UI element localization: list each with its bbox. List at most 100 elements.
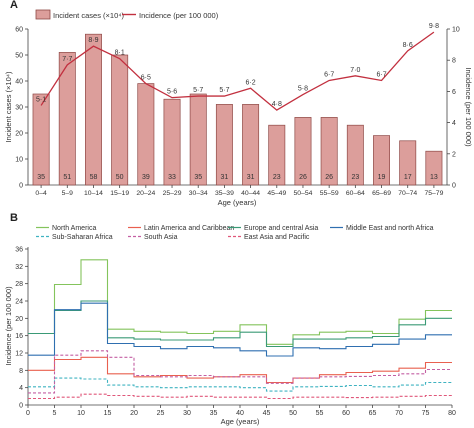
- bar-25–29: [163, 98, 181, 186]
- incidence-value-label: 5·8: [298, 86, 308, 93]
- x-tick-label: 70: [395, 410, 403, 417]
- incidence-value-label: 8·9: [88, 37, 98, 44]
- series-line-sub-saharan-africa: [28, 377, 452, 392]
- legend-label: Middle East and north Africa: [346, 225, 434, 232]
- y-tick-label: 16: [15, 333, 23, 340]
- y-tick-label: 8: [19, 368, 23, 375]
- x-tick-label: 30: [183, 410, 191, 417]
- incidence-value-label: 6·7: [324, 71, 334, 78]
- y2-tick-label: 10: [452, 27, 460, 34]
- y2-tick-label: 2: [452, 151, 456, 158]
- x-tick-label: 65: [369, 410, 377, 417]
- x-tick-label: 75: [422, 410, 430, 417]
- panel-b-legend: North America Latin America and Caribbean…: [36, 225, 434, 241]
- panel-b-chart: North America Latin America and Caribbean…: [4, 225, 456, 426]
- bar-value-label: 19: [378, 174, 386, 181]
- incidence-value-label: 5·7: [193, 87, 203, 94]
- x-tick-label: 60: [342, 410, 350, 417]
- panel-a-chart: Incident cases (×10⁴) Incidence (per 100…: [4, 9, 473, 207]
- incidence-value-label: 8·6: [403, 42, 413, 49]
- x-tick-label: 80: [448, 410, 456, 417]
- legend-label-incidence: Incidence (per 100 000): [139, 11, 219, 20]
- y2-tick-label: 8: [452, 58, 456, 65]
- y-tick-label: 60: [15, 27, 23, 34]
- y-tick-label: 0: [19, 183, 23, 190]
- bar-value-label: 23: [273, 174, 281, 181]
- bar-10–14: [85, 33, 102, 186]
- legend-label: North America: [52, 225, 96, 232]
- bar-15–19: [111, 54, 129, 186]
- bar-value-label: 35: [37, 174, 45, 181]
- incidence-value-label: 6·7: [376, 71, 386, 78]
- x-tick-label: 20: [130, 410, 138, 417]
- bar-value-label: 35: [194, 174, 202, 181]
- x-tick-label: 10: [77, 410, 85, 417]
- bar-value-label: 39: [142, 174, 150, 181]
- y-tick-label: 20: [15, 131, 23, 138]
- x-tick-label: 55: [316, 410, 324, 417]
- incidence-value-label: 6·2: [246, 79, 256, 86]
- incidence-line: [40, 31, 435, 111]
- x-tick-label: 70–74: [398, 190, 417, 197]
- x-tick-label: 25: [157, 410, 165, 417]
- incidence-value-label: 7·7: [62, 56, 72, 63]
- legend-label: South Asia: [144, 234, 178, 241]
- x-tick-label: 50: [289, 410, 297, 417]
- bar-value-label: 50: [116, 174, 124, 181]
- series-line-north-america: [28, 259, 452, 345]
- incidence-value-label: 7·0: [350, 67, 360, 74]
- x-tick-label: 45–49: [267, 190, 286, 197]
- y-tick-label: 0: [19, 403, 23, 410]
- incidence-value-label: 8·1: [115, 50, 125, 57]
- x-tick-label: 35: [210, 410, 218, 417]
- x-tick-label: 35–39: [215, 190, 234, 197]
- bar-30–34: [189, 93, 207, 186]
- x-tick-label: 60–64: [346, 190, 365, 197]
- bar-value-label: 23: [351, 174, 359, 181]
- series-line-europe-and-central-asia: [28, 300, 452, 348]
- series-line-middle-east-and-north-africa: [28, 302, 452, 357]
- panel-b-label: B: [10, 212, 18, 224]
- bar-value-label: 13: [430, 174, 438, 181]
- panel-a-label: A: [10, 0, 18, 11]
- incidence-value-label: 9·8: [429, 23, 439, 30]
- bar-0–4: [32, 93, 50, 186]
- x-tick-label: 55–59: [320, 190, 339, 197]
- series-line-latin-america-and-caribbean: [28, 356, 452, 384]
- bar-value-label: 33: [168, 174, 176, 181]
- y-tick-label: 10: [15, 157, 23, 164]
- y2-tick-label: 6: [452, 89, 456, 96]
- y-tick-label: 28: [15, 281, 23, 288]
- x-tick-label: 50–54: [294, 190, 313, 197]
- panel-a-xlabel: Age (years): [218, 198, 257, 207]
- panel-b-xlabel: Age (years): [221, 417, 260, 426]
- x-tick-label: 10–14: [84, 190, 103, 197]
- legend-label: Europe and central Asia: [244, 225, 318, 232]
- x-tick-label: 15–19: [110, 190, 129, 197]
- bar-value-label: 58: [90, 174, 98, 181]
- x-tick-label: 20–24: [136, 190, 155, 197]
- panel-a-ylabel: Incident cases (×10⁴): [4, 71, 13, 142]
- bar-value-label: 17: [404, 174, 412, 181]
- panel-a-y2label: Incidence (per 100 000): [464, 67, 473, 147]
- y-tick-label: 40: [15, 79, 23, 86]
- x-tick-label: 15: [104, 410, 112, 417]
- x-tick-label: 65–69: [372, 190, 391, 197]
- panel-b-ylabel: Incidence (per 100 000): [4, 286, 13, 366]
- y-tick-label: 30: [15, 105, 23, 112]
- x-tick-label: 75–79: [424, 190, 443, 197]
- incidence-value-label: 4·8: [272, 101, 282, 108]
- bar-value-label: 51: [63, 174, 71, 181]
- bar-40–44: [242, 104, 260, 186]
- incidence-value-label: 5·1: [36, 96, 46, 103]
- bar-value-label: 31: [247, 174, 255, 181]
- y-tick-label: 24: [15, 299, 23, 306]
- legend-label: East Asia and Pacific: [244, 234, 310, 241]
- x-tick-label: 25–29: [163, 190, 182, 197]
- series-line-south-asia: [28, 350, 452, 394]
- y-tick-label: 4: [19, 385, 23, 392]
- legend-label: Sub-Saharan Africa: [52, 234, 113, 241]
- y-tick-label: 50: [15, 53, 23, 60]
- bar-20–24: [137, 83, 155, 186]
- y2-tick-label: 4: [452, 120, 456, 127]
